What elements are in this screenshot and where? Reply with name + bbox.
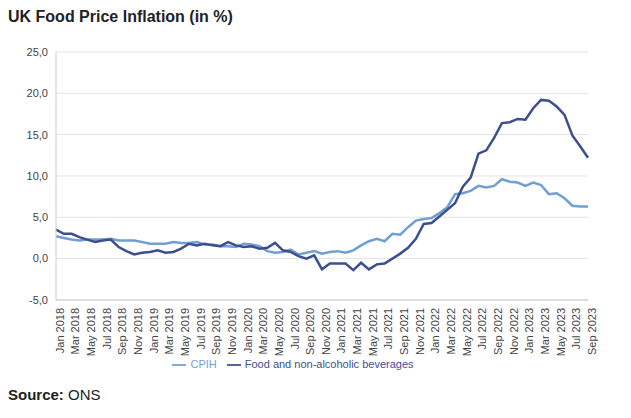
svg-text:May 2019: May 2019 — [179, 308, 191, 356]
svg-text:Mar 2023: Mar 2023 — [539, 308, 551, 354]
svg-text:Mar 2020: Mar 2020 — [257, 308, 269, 354]
svg-text:Mar 2019: Mar 2019 — [163, 308, 175, 354]
svg-text:Jul 2019: Jul 2019 — [195, 308, 207, 350]
svg-text:May 2023: May 2023 — [555, 308, 567, 356]
svg-text:May 2020: May 2020 — [273, 308, 285, 356]
svg-text:20,0: 20,0 — [27, 87, 48, 99]
html-text:Food and non-alcoholic beverag: Food and non-alcoholic beverages — [244, 357, 414, 370]
svg-text:Nov 2019: Nov 2019 — [226, 308, 238, 355]
svg-text:Jul 2022: Jul 2022 — [476, 308, 488, 350]
svg-text:-5,0: -5,0 — [29, 294, 48, 306]
svg-text:0,0: 0,0 — [33, 252, 48, 264]
svg-text:Mar 2018: Mar 2018 — [69, 308, 81, 354]
svg-text:Mar 2021: Mar 2021 — [351, 308, 363, 354]
svg-text:Jan 2020: Jan 2020 — [242, 308, 254, 353]
html-text:Source: ONS: Source: ONS — [8, 386, 101, 403]
svg-text:Jul 2020: Jul 2020 — [289, 308, 301, 350]
svg-text:Jul 2023: Jul 2023 — [570, 308, 582, 350]
svg-text:10,0: 10,0 — [27, 170, 48, 182]
svg-text:Sep 2021: Sep 2021 — [398, 308, 410, 355]
svg-text:May 2021: May 2021 — [367, 308, 379, 356]
svg-text:Jan 2018: Jan 2018 — [54, 308, 66, 353]
svg-text:Jul 2018: Jul 2018 — [101, 308, 113, 350]
svg-text:Sep 2023: Sep 2023 — [586, 308, 598, 355]
svg-text:Sep 2018: Sep 2018 — [116, 308, 128, 355]
svg-text:Sep 2019: Sep 2019 — [210, 308, 222, 355]
svg-text:Nov 2020: Nov 2020 — [320, 308, 332, 355]
svg-text:Sep 2022: Sep 2022 — [492, 308, 504, 355]
svg-text:Nov 2018: Nov 2018 — [132, 308, 144, 355]
svg-text:Mar 2022: Mar 2022 — [445, 308, 457, 354]
html-text:UK Food Price Inflation (in %): UK Food Price Inflation (in %) — [8, 8, 233, 25]
svg-text:May 2018: May 2018 — [85, 308, 97, 356]
svg-text:May 2022: May 2022 — [461, 308, 473, 356]
svg-text:Jan 2023: Jan 2023 — [523, 308, 535, 353]
svg-text:25,0: 25,0 — [27, 46, 48, 58]
svg-text:5,0: 5,0 — [33, 211, 48, 223]
html-text:CPIH: CPIH — [190, 357, 217, 370]
svg-text:Nov 2022: Nov 2022 — [508, 308, 520, 355]
svg-text:Jan 2019: Jan 2019 — [148, 308, 160, 353]
svg-text:Nov 2021: Nov 2021 — [414, 308, 426, 355]
svg-text:Jan 2022: Jan 2022 — [429, 308, 441, 353]
svg-text:Jul 2021: Jul 2021 — [382, 308, 394, 350]
svg-text:15,0: 15,0 — [27, 129, 48, 141]
svg-text:Jan 2021: Jan 2021 — [335, 308, 347, 353]
svg-text:Sep 2020: Sep 2020 — [304, 308, 316, 355]
